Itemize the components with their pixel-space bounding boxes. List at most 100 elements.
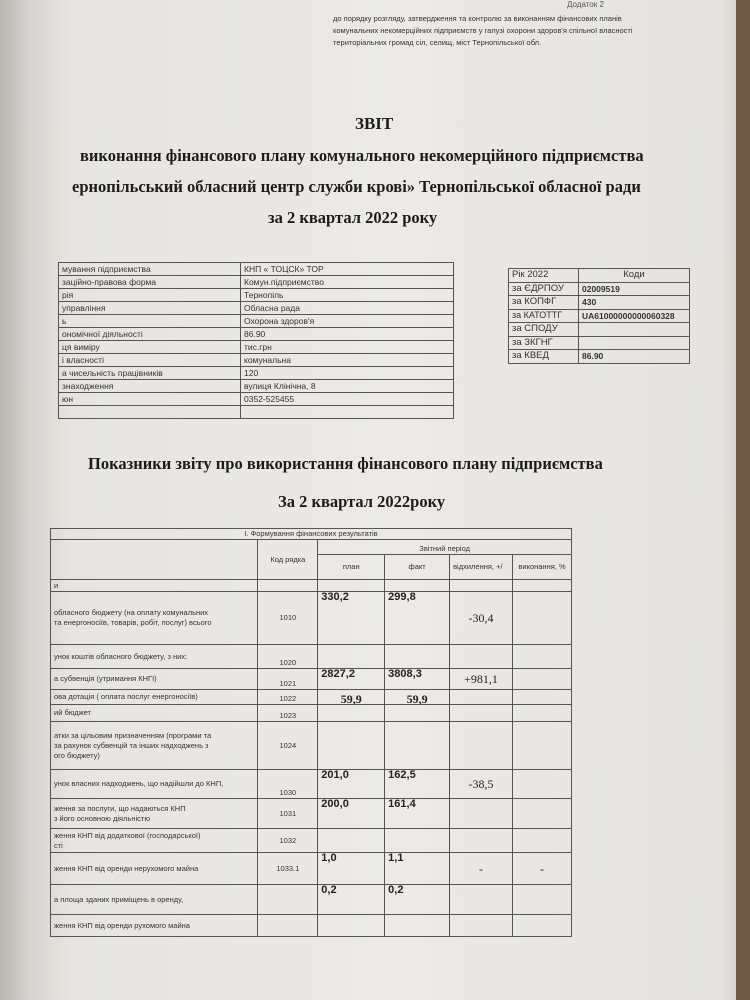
info-label: ь bbox=[58, 314, 241, 328]
row-percent bbox=[512, 668, 572, 690]
section-period: За 2 квартал 2022року bbox=[278, 492, 446, 511]
info-value: Обласна рада bbox=[240, 301, 454, 315]
codes-row: за КВЕД 86.90 bbox=[508, 349, 690, 364]
row-plan: 59,9 bbox=[317, 689, 386, 705]
table-row: ження за послуги, що надаються КНП з йог… bbox=[49, 798, 572, 829]
row-label: а площа зданих приміщень в оренду, bbox=[49, 884, 259, 915]
info-label: а чисельність працівників bbox=[58, 366, 241, 380]
row-fact: 161,4 bbox=[384, 798, 451, 829]
codes-value: 02009519 bbox=[578, 281, 690, 296]
info-row: юн 0352-525455 bbox=[58, 392, 454, 406]
info-row: і власності комунальна bbox=[58, 353, 454, 367]
annex-line: територіальних громад сіл, селищ, міст Т… bbox=[333, 38, 542, 47]
row-percent bbox=[512, 689, 572, 705]
info-row: заційно-правова форма Комун.підприємство bbox=[58, 275, 454, 289]
row-code: 1023 bbox=[257, 704, 319, 722]
table-row: ова дотація ( оплата послуг енергоносіїв… bbox=[49, 689, 572, 705]
codes-label: за КВЕД bbox=[508, 349, 579, 364]
codes-year: Рік 2022 bbox=[508, 268, 579, 283]
row-fact bbox=[384, 721, 451, 770]
row-plan bbox=[317, 721, 386, 770]
row-code bbox=[257, 884, 319, 915]
row-deviation bbox=[449, 644, 514, 669]
codes-value: 86.90 bbox=[578, 349, 690, 364]
table-row: ження КНП від оренди нерухомого майна 10… bbox=[49, 852, 572, 885]
codes-value bbox=[578, 322, 690, 337]
report-subtitle-2: ернопільський обласний центр служби кров… bbox=[72, 177, 641, 196]
row-code: 1030 bbox=[257, 769, 319, 799]
codes-header-row: Рік 2022 Коди bbox=[508, 268, 690, 283]
info-label: управління bbox=[58, 301, 241, 315]
row-percent bbox=[512, 769, 572, 799]
row-plan: 0,2 bbox=[317, 884, 386, 915]
row-fact: 162,5 bbox=[384, 769, 451, 799]
info-row: рія Тернопіль bbox=[58, 288, 454, 302]
row-code: 1020 bbox=[257, 644, 319, 669]
row-label: ження КНП від оренди нерухомого майна bbox=[49, 852, 259, 885]
info-row: а чисельність працівників 120 bbox=[58, 366, 454, 380]
info-row bbox=[58, 405, 454, 419]
row-percent: - bbox=[512, 852, 572, 885]
info-row: мування підприємства КНП « ТОЦСК» ТОР bbox=[58, 262, 454, 276]
table-header-row: Код рядка Звітний період bbox=[49, 539, 572, 580]
table-row: ження КНП від додаткової (господарської)… bbox=[49, 828, 572, 853]
info-row: управління Обласна рада bbox=[58, 301, 454, 315]
info-value: 0352-525455 bbox=[240, 392, 454, 406]
row-plan: 2827,2 bbox=[317, 668, 386, 690]
row-label: ова дотація ( оплата послуг енергоносіїв… bbox=[49, 689, 259, 705]
info-label: ця виміру bbox=[58, 340, 241, 354]
report-subtitle-1: виконання фінансового плану комунального… bbox=[80, 146, 644, 165]
codes-value bbox=[578, 335, 690, 350]
section-heading: І. Формування фінансових результатів bbox=[50, 528, 572, 540]
info-label: юн bbox=[58, 392, 241, 406]
row-fact: 299,8 bbox=[384, 591, 451, 645]
row-plan bbox=[317, 579, 386, 592]
row-plan bbox=[317, 644, 386, 669]
table-section-row: І. Формування фінансових результатів bbox=[50, 528, 572, 540]
info-label: мування підприємства bbox=[58, 262, 241, 276]
row-fact: 1,1 bbox=[384, 852, 451, 885]
annex-line: комунальних некомерційних підприємств у … bbox=[333, 26, 633, 35]
codes-row: за ЄДРПОУ 02009519 bbox=[508, 281, 690, 296]
info-value: Комун.підприємство bbox=[240, 275, 454, 289]
row-label: ження КНП від оренди рухомого майна bbox=[49, 914, 259, 937]
row-deviation: -38,5 bbox=[449, 769, 514, 799]
info-value: КНП « ТОЦСК» ТОР bbox=[240, 262, 454, 276]
row-percent bbox=[512, 914, 572, 937]
info-row: ця виміру тис.грн bbox=[58, 340, 454, 354]
table-row: и bbox=[49, 579, 572, 592]
row-label: а субвенція (утримання КНГІ) bbox=[49, 668, 259, 690]
table-row: атки за цільовим призначенням (програми … bbox=[49, 721, 572, 770]
info-row: ь Охорона здоров'я bbox=[58, 314, 454, 328]
info-label: ономічної діяльності bbox=[58, 327, 241, 341]
row-percent bbox=[512, 721, 572, 770]
row-deviation bbox=[449, 689, 514, 705]
codes-row: за КОПФГ 430 bbox=[508, 295, 690, 310]
row-fact bbox=[384, 828, 451, 853]
row-percent bbox=[512, 644, 572, 669]
row-deviation bbox=[449, 704, 514, 722]
row-plan bbox=[317, 914, 386, 937]
info-value: 120 bbox=[240, 366, 454, 380]
row-label: ження КНП від додаткової (господарської)… bbox=[49, 828, 259, 853]
row-code bbox=[257, 579, 319, 592]
row-percent bbox=[512, 704, 572, 722]
codes-header: Коди bbox=[578, 268, 690, 283]
codes-table: Рік 2022 Коди за ЄДРПОУ 02009519 за КОПФГ 4… bbox=[508, 268, 690, 364]
codes-label: за КАТОТТГ bbox=[508, 308, 579, 323]
row-code: 1022 bbox=[257, 689, 319, 705]
codes-row: за ЗКГНГ bbox=[508, 335, 690, 350]
row-label: ження за послуги, що надаються КНП з йог… bbox=[49, 798, 259, 829]
row-label: унок коштів обласного бюджету, з них: bbox=[49, 644, 259, 669]
row-fact: 59,9 bbox=[384, 689, 451, 705]
annex-header: до порядку розгляду, затвердження та кон… bbox=[333, 13, 723, 49]
financial-results-table: І. Формування фінансових результатів Код… bbox=[49, 528, 572, 937]
info-label: і власності bbox=[58, 353, 241, 367]
row-percent bbox=[512, 798, 572, 829]
table-subheader-row: план факт відхилення, +/ виконання, % bbox=[51, 554, 572, 580]
row-plan bbox=[317, 828, 386, 853]
row-percent bbox=[512, 579, 572, 592]
row-fact bbox=[384, 704, 451, 722]
row-deviation bbox=[449, 914, 514, 937]
row-percent bbox=[512, 591, 572, 645]
